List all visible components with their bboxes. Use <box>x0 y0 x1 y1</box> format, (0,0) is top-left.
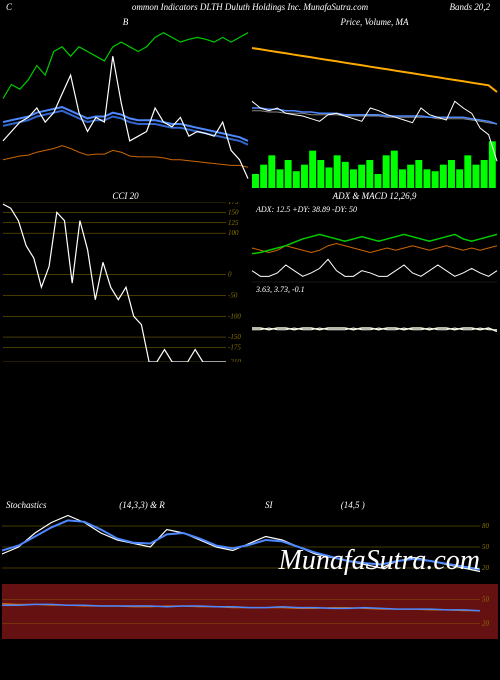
bands-label: Bands 20,2 <box>450 2 491 12</box>
panel1-title: B <box>2 16 249 28</box>
svg-text:0: 0 <box>228 271 232 279</box>
svg-text:3.63, 3.73, -0.1: 3.63, 3.73, -0.1 <box>255 285 305 294</box>
price-chart-1 <box>2 28 249 188</box>
svg-text:50: 50 <box>482 543 490 551</box>
svg-text:80: 80 <box>482 522 490 530</box>
svg-text:-50: -50 <box>228 292 238 300</box>
svg-text:ADX: 12.5 +DY: 38.89 -DY: 50: ADX: 12.5 +DY: 38.89 -DY: 50 <box>255 205 357 214</box>
header-center: ommon Indicators DLTH Duluth Holdings In… <box>132 2 368 12</box>
svg-text:125: 125 <box>228 219 239 227</box>
svg-text:20: 20 <box>482 564 490 572</box>
price-chart-2 <box>251 28 498 188</box>
row3-titles: Stochastics (14,3,3) & R SI (14,5 ) <box>2 500 498 512</box>
adx-macd-chart: ADX: 12.5 +DY: 38.89 -DY: 50 3.63, 3.73, … <box>251 202 498 362</box>
svg-text:175: 175 <box>228 202 239 206</box>
svg-text:20: 20 <box>482 619 490 627</box>
watermark-text: MunafaSutra.com <box>279 545 480 577</box>
panel2-title: Price, Volume, MA <box>251 16 498 28</box>
svg-text:50: 50 <box>482 596 490 604</box>
svg-text:-100: -100 <box>228 312 241 320</box>
header-left: C <box>6 2 12 12</box>
svg-text:-150: -150 <box>228 333 241 341</box>
cci-chart: 175 150 125 100 0 -50 -100 -150 -175 -210 <box>2 202 249 362</box>
svg-text:-175: -175 <box>228 343 241 351</box>
svg-text:-210: -210 <box>228 358 241 362</box>
panel4-title: ADX & MACD 12,26,9 <box>251 190 498 202</box>
svg-text:150: 150 <box>228 208 239 216</box>
rsi-chart: 50 20 <box>2 584 498 639</box>
svg-text:100: 100 <box>228 229 239 237</box>
panel3-title: CCI 20 <box>2 190 249 202</box>
